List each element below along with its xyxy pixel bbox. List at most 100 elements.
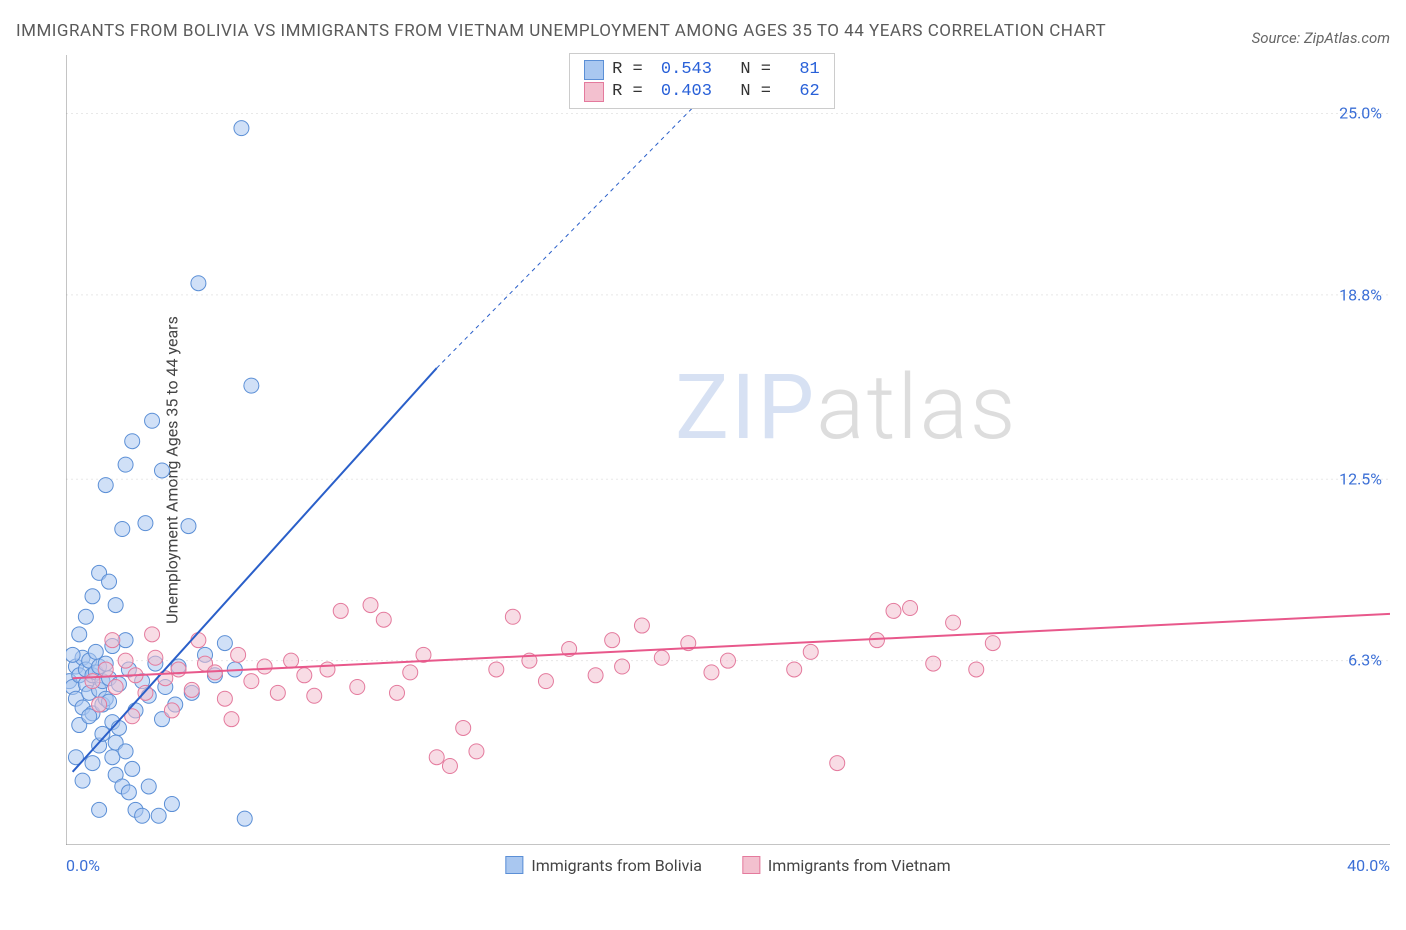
stats-swatch-vietnam <box>584 82 604 102</box>
legend-swatch-bolivia <box>505 856 523 874</box>
data-point-vietnam <box>92 697 107 712</box>
data-point-bolivia <box>118 743 133 758</box>
data-point-vietnam <box>307 688 322 703</box>
data-point-bolivia <box>125 433 140 448</box>
data-point-bolivia <box>125 761 140 776</box>
data-point-vietnam <box>869 632 884 647</box>
x-tick-label: 40.0% <box>1347 856 1390 875</box>
data-point-vietnam <box>704 664 719 679</box>
y-tick-label: 25.0% <box>1339 104 1382 123</box>
data-point-vietnam <box>231 647 246 662</box>
stats-n-value-bolivia: 81 <box>789 60 820 79</box>
stats-row-bolivia: R = 0.543 N = 81 <box>584 60 820 80</box>
data-point-vietnam <box>244 673 259 688</box>
data-point-bolivia <box>244 378 259 393</box>
stats-r-label: R = <box>612 60 653 79</box>
data-point-vietnam <box>489 662 504 677</box>
data-point-bolivia <box>111 720 126 735</box>
points-layer <box>66 120 1000 826</box>
data-point-bolivia <box>75 773 90 788</box>
data-point-vietnam <box>969 662 984 677</box>
source-name: ZipAtlas.com <box>1304 29 1390 47</box>
chart-header: IMMIGRANTS FROM BOLIVIA VS IMMIGRANTS FR… <box>16 16 1390 47</box>
data-point-vietnam <box>217 691 232 706</box>
data-point-vietnam <box>787 662 802 677</box>
data-point-vietnam <box>442 758 457 773</box>
data-point-vietnam <box>505 609 520 624</box>
data-point-bolivia <box>191 275 206 290</box>
stats-row-vietnam: R = 0.403 N = 62 <box>584 82 820 102</box>
legend-label-vietnam: Immigrants from Vietnam <box>768 856 951 875</box>
y-tick-label: 18.8% <box>1339 285 1382 304</box>
legend-label-bolivia: Immigrants from Bolivia <box>531 856 702 875</box>
data-point-vietnam <box>926 656 941 671</box>
data-point-bolivia <box>85 755 100 770</box>
data-point-bolivia <box>108 597 123 612</box>
chart-source: Source: ZipAtlas.com <box>1252 29 1390 47</box>
data-point-vietnam <box>297 667 312 682</box>
data-point-vietnam <box>350 679 365 694</box>
data-point-vietnam <box>403 664 418 679</box>
data-point-vietnam <box>164 703 179 718</box>
data-point-bolivia <box>164 796 179 811</box>
data-point-vietnam <box>390 685 405 700</box>
data-point-vietnam <box>191 632 206 647</box>
data-point-vietnam <box>903 600 918 615</box>
stats-r-value-vietnam: 0.403 <box>661 82 712 101</box>
data-point-bolivia <box>154 463 169 478</box>
stats-n-label: N = <box>720 82 781 101</box>
data-point-bolivia <box>141 779 156 794</box>
data-point-vietnam <box>171 662 186 677</box>
legend-bottom: Immigrants from Bolivia Immigrants from V… <box>505 856 950 875</box>
data-point-vietnam <box>886 603 901 618</box>
stats-swatch-bolivia <box>584 60 604 80</box>
data-point-vietnam <box>985 635 1000 650</box>
data-point-vietnam <box>270 685 285 700</box>
data-point-bolivia <box>145 413 160 428</box>
data-point-bolivia <box>135 808 150 823</box>
legend-swatch-vietnam <box>742 856 760 874</box>
data-point-vietnam <box>105 632 120 647</box>
data-point-vietnam <box>469 743 484 758</box>
data-point-vietnam <box>284 653 299 668</box>
data-point-vietnam <box>108 679 123 694</box>
plot-area: ZIPatlas R = 0.543 N = 81R = 0.403 N = 6… <box>66 55 1390 845</box>
data-point-vietnam <box>98 662 113 677</box>
data-point-bolivia <box>121 784 136 799</box>
data-point-vietnam <box>605 632 620 647</box>
data-point-bolivia <box>98 477 113 492</box>
data-point-vietnam <box>946 615 961 630</box>
trend-line-vietnam <box>73 613 1390 677</box>
data-point-vietnam <box>634 618 649 633</box>
data-point-bolivia <box>105 749 120 764</box>
data-point-bolivia <box>102 574 117 589</box>
stats-n-value-vietnam: 62 <box>789 82 820 101</box>
data-point-vietnam <box>333 603 348 618</box>
data-point-bolivia <box>118 457 133 472</box>
data-point-bolivia <box>138 515 153 530</box>
trend-line-bolivia <box>73 368 437 772</box>
data-point-bolivia <box>217 635 232 650</box>
data-point-bolivia <box>85 588 100 603</box>
legend-item-vietnam: Immigrants from Vietnam <box>742 856 951 875</box>
stats-n-label: N = <box>720 60 781 79</box>
data-point-vietnam <box>145 626 160 641</box>
data-point-vietnam <box>538 673 553 688</box>
y-tick-label: 12.5% <box>1339 469 1382 488</box>
data-point-vietnam <box>721 653 736 668</box>
data-point-bolivia <box>151 808 166 823</box>
stats-legend-box: R = 0.543 N = 81R = 0.403 N = 62 <box>569 53 835 109</box>
data-point-bolivia <box>66 647 80 662</box>
data-point-bolivia <box>237 811 252 826</box>
data-point-vietnam <box>184 682 199 697</box>
data-point-vietnam <box>376 612 391 627</box>
data-point-vietnam <box>363 597 378 612</box>
data-point-vietnam <box>320 662 335 677</box>
data-point-vietnam <box>456 720 471 735</box>
data-point-bolivia <box>92 802 107 817</box>
data-point-vietnam <box>830 755 845 770</box>
data-point-bolivia <box>181 518 196 533</box>
data-point-vietnam <box>257 659 272 674</box>
data-point-vietnam <box>429 749 444 764</box>
stats-r-value-bolivia: 0.543 <box>661 60 712 79</box>
